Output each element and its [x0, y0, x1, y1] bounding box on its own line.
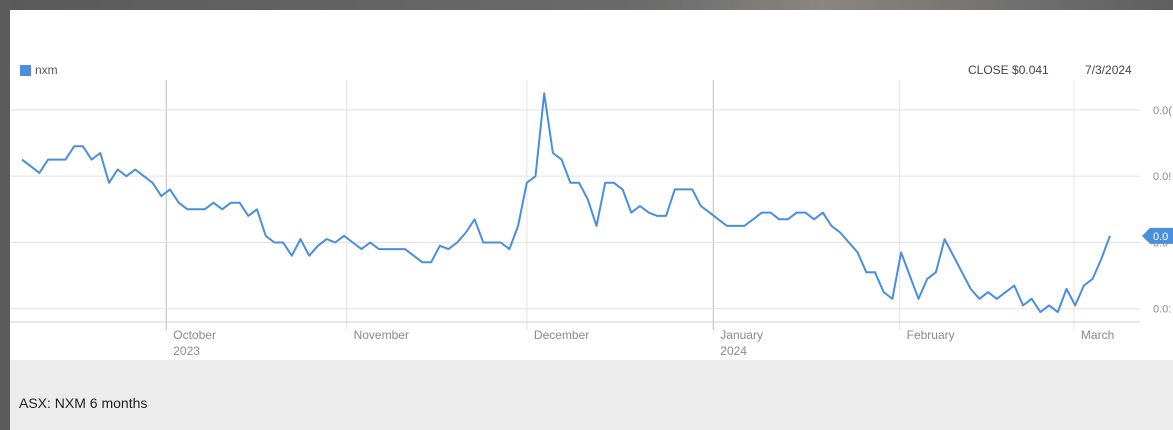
current-value-badge — [1142, 227, 1173, 244]
chart-caption: ASX: NXM 6 months — [19, 395, 148, 411]
vertical-gridlines — [165, 80, 1075, 330]
current-value-badge-layer: 0.0 — [1142, 227, 1173, 244]
x-tick-label-4: February — [907, 328, 955, 342]
background-strip-left — [0, 0, 10, 430]
current-value-badge-label: 0.0 — [1153, 231, 1168, 243]
series-line-nxm — [21, 92, 1111, 314]
legend-label-nxm: nxm — [35, 63, 58, 77]
legend-swatch — [20, 64, 31, 76]
x-tick-label-0: October — [173, 328, 216, 342]
y-axis-labels: 0.0( 0.0! 0.0 0.0: — [1153, 105, 1172, 316]
chart-card — [10, 10, 1173, 360]
x-tick-sublabel-3: 2024 — [720, 344, 747, 358]
x-tick-sublabel-0: 2023 — [173, 344, 200, 358]
legend: nxm — [20, 63, 58, 77]
y-tick-label-1: 0.0! — [1153, 171, 1171, 183]
background-strip-top — [0, 0, 1173, 10]
horizontal-gridlines — [10, 109, 1140, 323]
x-axis-labels: October 2023 November December January 2024 Fe… — [173, 328, 1114, 358]
y-tick-label-0: 0.0( — [1153, 105, 1172, 117]
close-date-label: 7/3/2024 — [1085, 63, 1132, 77]
x-tick-label-3: January — [720, 328, 763, 342]
series-layer — [21, 92, 1111, 314]
x-tick-label-1: November — [354, 328, 409, 342]
x-tick-label-5: March — [1081, 328, 1114, 342]
close-price-label: CLOSE $0.041 — [968, 63, 1049, 77]
x-tick-label-2: December — [534, 328, 589, 342]
y-tick-label-3: 0.0: — [1153, 304, 1171, 316]
